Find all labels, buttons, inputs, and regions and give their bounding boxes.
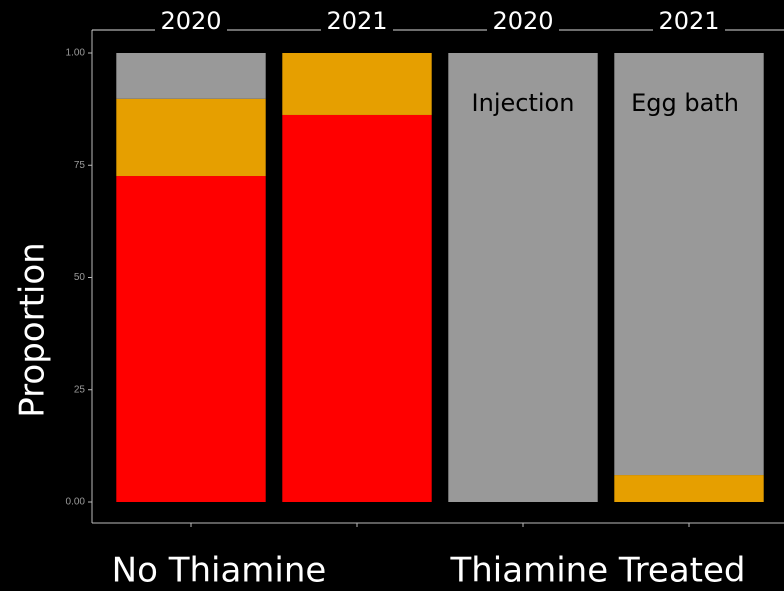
bar-segment bbox=[116, 98, 266, 177]
bar-segment bbox=[614, 475, 764, 502]
y-tick-label: 1.00 bbox=[66, 48, 86, 59]
bar-segment bbox=[448, 53, 598, 502]
category-label-bg bbox=[653, 12, 725, 42]
y-tick-label: 25 bbox=[74, 384, 86, 395]
annotation: Egg bath bbox=[631, 89, 739, 117]
bar-segment bbox=[282, 114, 432, 502]
category-label: 2020 bbox=[492, 7, 553, 35]
group-label: Thiamine Treated bbox=[449, 551, 745, 591]
category-label: 2021 bbox=[658, 7, 719, 35]
category-label-bg bbox=[155, 12, 227, 42]
y-tick-label: 50 bbox=[74, 272, 86, 283]
category-label: 2021 bbox=[326, 7, 387, 35]
y-axis-title: Proportion bbox=[13, 242, 53, 417]
y-tick-label: 75 bbox=[74, 160, 86, 171]
bar-segment bbox=[116, 176, 266, 502]
category-label-bg bbox=[321, 12, 393, 42]
group-label: No Thiamine bbox=[112, 551, 327, 591]
category-label: 2020 bbox=[160, 7, 221, 35]
category-label-bg bbox=[487, 12, 559, 42]
bar-segment bbox=[282, 53, 432, 115]
y-tick-label: 0.00 bbox=[66, 497, 86, 508]
annotation: Injection bbox=[472, 89, 575, 117]
bar-segment bbox=[614, 53, 764, 476]
bar-segment bbox=[116, 53, 266, 99]
